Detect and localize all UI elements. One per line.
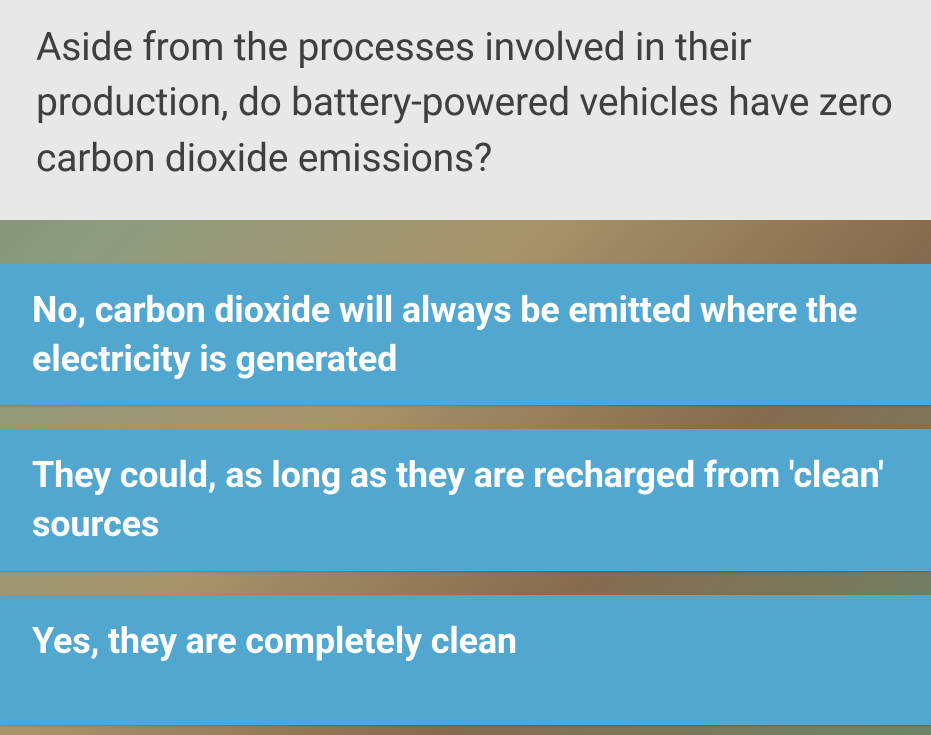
answer-option-2-label: They could, as long as they are recharge… <box>32 454 884 545</box>
answer-option-3[interactable]: Yes, they are completely clean <box>0 595 931 726</box>
answer-option-1[interactable]: No, carbon dioxide will always be emitte… <box>0 264 931 405</box>
answer-list: No, carbon dioxide will always be emitte… <box>0 220 931 725</box>
answer-option-2[interactable]: They could, as long as they are recharge… <box>0 429 931 570</box>
answer-option-1-label: No, carbon dioxide will always be emitte… <box>32 289 857 380</box>
answer-option-3-label: Yes, they are completely clean <box>32 620 517 662</box>
question-panel: Aside from the processes involved in the… <box>0 0 931 220</box>
question-text: Aside from the processes involved in the… <box>36 20 895 186</box>
